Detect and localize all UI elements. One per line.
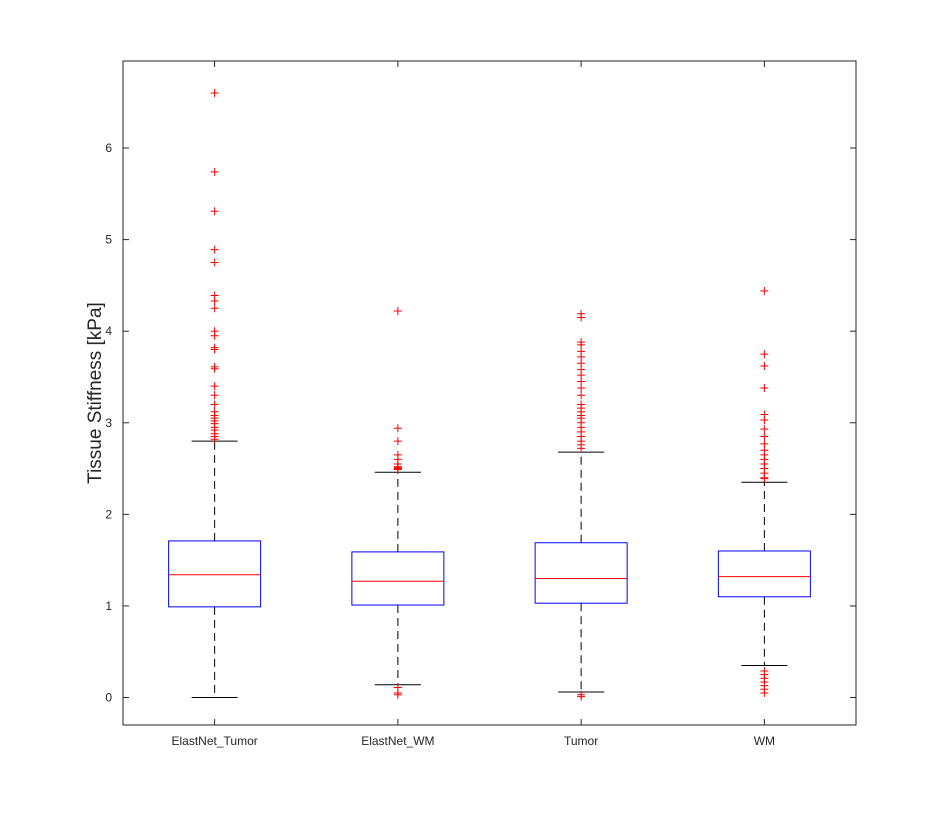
iqr-box	[717, 550, 811, 598]
y-tick-label: 0	[105, 691, 112, 705]
outlier-point	[210, 291, 219, 300]
iqr-box	[351, 551, 445, 606]
outlier-point	[577, 690, 586, 699]
outlier-point	[210, 207, 219, 216]
outlier-point	[210, 391, 219, 400]
outlier-point	[393, 450, 402, 459]
box-group	[351, 307, 445, 699]
outlier-point	[393, 683, 402, 692]
outlier-point	[210, 407, 219, 416]
x-axis-tick-labels: ElastNet_Tumor ElastNet_WM Tumor WM	[172, 61, 775, 748]
outlier-point	[760, 383, 769, 392]
y-tick-label: 1	[105, 599, 112, 613]
outlier-point	[210, 167, 219, 176]
y-tick-label: 4	[105, 324, 112, 338]
outlier-point	[210, 362, 219, 371]
outlier-point	[760, 361, 769, 370]
outlier-point	[393, 307, 402, 316]
outlier-point	[577, 338, 586, 347]
y-tick-label: 3	[105, 416, 112, 430]
iqr-box	[534, 542, 628, 604]
y-axis-ticks: 0 1 2 3 4 5 6	[105, 141, 856, 705]
outlier-point	[210, 245, 219, 254]
iqr-box	[168, 540, 262, 608]
outlier-point	[210, 327, 219, 336]
x-tick-label: WM	[754, 734, 775, 748]
outlier-point	[760, 432, 769, 441]
box-group	[717, 286, 811, 697]
outlier-point	[760, 425, 769, 434]
box-group	[534, 309, 628, 701]
outlier-point	[760, 439, 769, 448]
plot-area	[122, 60, 857, 726]
box-group	[168, 89, 262, 699]
outlier-point	[393, 437, 402, 446]
outlier-point	[760, 286, 769, 295]
y-axis-label: Tissue Stiffness [kPa]	[85, 302, 106, 484]
x-tick-label: ElastNet_Tumor	[172, 734, 258, 748]
outlier-point	[577, 309, 586, 318]
outlier-point	[210, 89, 219, 98]
outlier-point	[393, 424, 402, 433]
x-tick-label: ElastNet_WM	[361, 734, 434, 748]
outlier-point	[577, 400, 586, 409]
outlier-point	[210, 258, 219, 267]
x-tick-label: Tumor	[564, 734, 598, 748]
outlier-point	[760, 410, 769, 419]
boxes-layer	[168, 89, 811, 701]
y-tick-label: 2	[105, 507, 112, 521]
outlier-point	[577, 391, 586, 400]
outlier-point	[210, 400, 219, 409]
y-tick-label: 6	[105, 141, 112, 155]
outlier-point	[210, 382, 219, 391]
outlier-point	[210, 343, 219, 352]
y-tick-label: 5	[105, 233, 112, 247]
outlier-point	[760, 350, 769, 359]
outlier-point	[760, 666, 769, 675]
outlier-point	[210, 304, 219, 313]
